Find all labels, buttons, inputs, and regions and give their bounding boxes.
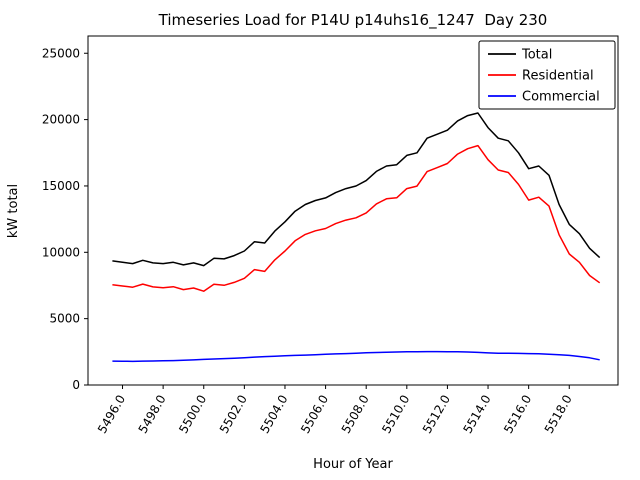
- x-tick-label: 5516.0: [501, 393, 534, 436]
- y-tick-label: 15000: [42, 179, 80, 193]
- legend-box: [478, 40, 616, 110]
- chart-title: Timeseries Load for P14U p14uhs16_1247 D…: [158, 11, 548, 29]
- x-tick-label: 5504.0: [257, 393, 290, 436]
- legend-label-residential: Residential: [522, 69, 594, 84]
- y-tick-label: 25000: [42, 46, 80, 60]
- legend-label-commercial: Commercial: [522, 90, 600, 105]
- x-tick-label: 5496.0: [95, 393, 128, 436]
- x-tick-label: 5512.0: [420, 393, 453, 436]
- series-line-total: [112, 112, 601, 267]
- series-line-commercial: [112, 350, 600, 363]
- x-tick-label: 5502.0: [217, 393, 250, 436]
- y-tick-label: 10000: [42, 245, 80, 259]
- x-tick-label: 5500.0: [176, 393, 209, 436]
- y-tick-label: 20000: [42, 113, 80, 127]
- x-tick-label: 5508.0: [339, 393, 372, 436]
- y-tick-label: 0: [72, 378, 80, 392]
- x-tick-label: 5506.0: [298, 393, 331, 436]
- x-tick-label: 5510.0: [379, 393, 412, 436]
- x-tick-label: 5498.0: [136, 393, 169, 436]
- series-line-residential: [112, 144, 601, 292]
- legend-label-total: Total: [521, 48, 552, 63]
- x-axis-label: Hour of Year: [313, 457, 393, 472]
- y-axis-label: kW total: [6, 184, 21, 238]
- x-tick-label: 5518.0: [542, 393, 575, 436]
- plot-border: [87, 35, 619, 386]
- x-tick-label: 5514.0: [461, 393, 494, 436]
- y-tick-label: 5000: [49, 312, 80, 326]
